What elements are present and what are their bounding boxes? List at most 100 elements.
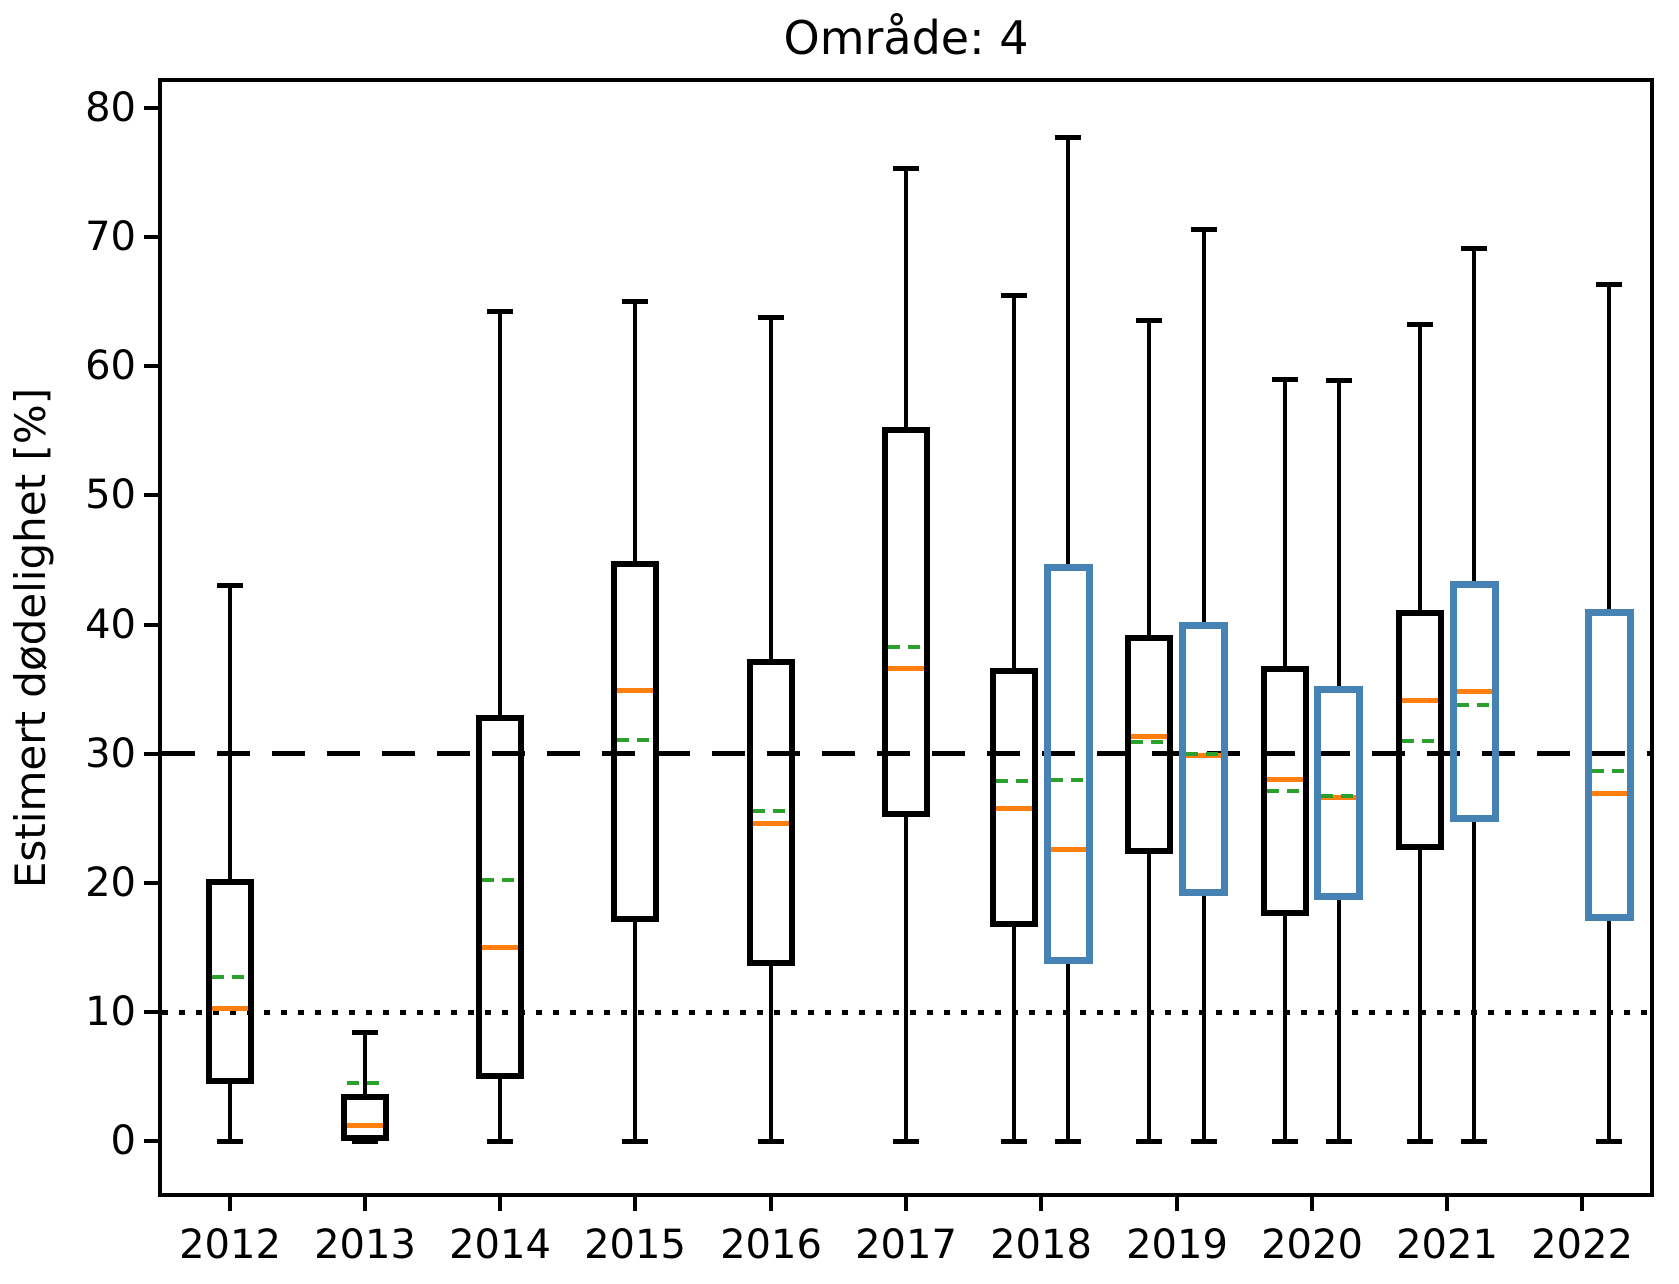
- boxplot-box-black-2013: [341, 1094, 389, 1141]
- boxplot-box-black-2014: [476, 715, 524, 1079]
- whisker-upper-black-2014: [498, 312, 502, 718]
- whisker-upper-blue-2019: [1202, 229, 1206, 626]
- whisker-cap-lower-black-2020: [1272, 1139, 1298, 1144]
- whisker-lower-black-2016: [769, 963, 773, 1141]
- whisker-upper-black-2021: [1418, 325, 1422, 613]
- x-tick-mark: [1039, 1197, 1043, 1211]
- whisker-lower-blue-2022: [1607, 918, 1611, 1141]
- mean-line-black-2014: [482, 878, 518, 882]
- whisker-cap-lower-blue-2022: [1596, 1139, 1622, 1144]
- x-tick-mark: [633, 1197, 637, 1211]
- y-tick-mark: [144, 623, 158, 627]
- mean-line-blue-2019: [1186, 752, 1221, 756]
- median-line-blue-2018: [1051, 847, 1086, 852]
- whisker-upper-blue-2022: [1607, 285, 1611, 613]
- x-tick-mark: [228, 1197, 232, 1211]
- x-tick-label: 2017: [855, 1222, 957, 1268]
- x-tick-mark: [1580, 1197, 1584, 1211]
- plot-area: [158, 78, 1654, 1197]
- whisker-cap-upper-black-2016: [758, 315, 784, 320]
- x-tick-mark: [1310, 1197, 1314, 1211]
- y-tick-label: 60: [85, 343, 136, 389]
- median-line-black-2020: [1267, 777, 1303, 782]
- whisker-upper-blue-2020: [1337, 380, 1341, 689]
- y-tick-label: 0: [110, 1118, 136, 1164]
- y-tick-mark: [144, 235, 158, 239]
- mean-line-black-2016: [753, 809, 789, 813]
- whisker-cap-upper-black-2017: [893, 166, 919, 171]
- whisker-upper-black-2018: [1012, 295, 1016, 671]
- median-line-black-2019: [1131, 734, 1167, 739]
- mean-line-black-2018: [996, 779, 1032, 783]
- whisker-cap-lower-blue-2019: [1191, 1139, 1217, 1144]
- median-line-black-2014: [482, 945, 518, 950]
- whisker-cap-upper-blue-2018: [1055, 135, 1081, 140]
- whisker-upper-blue-2018: [1066, 138, 1070, 568]
- median-line-black-2017: [888, 666, 924, 671]
- x-tick-label: 2012: [179, 1222, 281, 1268]
- mean-line-blue-2018: [1051, 778, 1086, 782]
- boxplot-box-black-2020: [1261, 666, 1309, 916]
- median-line-black-2016: [753, 821, 789, 826]
- x-tick-mark: [1175, 1197, 1179, 1211]
- y-tick-mark: [144, 106, 158, 110]
- y-tick-mark: [144, 752, 158, 756]
- x-tick-label: 2015: [584, 1222, 686, 1268]
- boxplot-box-black-2016: [747, 659, 795, 966]
- whisker-lower-black-2019: [1147, 851, 1151, 1142]
- whisker-upper-black-2017: [904, 169, 908, 430]
- whisker-cap-upper-black-2019: [1136, 318, 1162, 323]
- whisker-cap-lower-black-2016: [758, 1139, 784, 1144]
- whisker-cap-lower-blue-2020: [1326, 1139, 1352, 1144]
- whisker-cap-upper-black-2013: [352, 1030, 378, 1035]
- whisker-lower-black-2015: [633, 919, 637, 1141]
- mean-line-blue-2022: [1592, 769, 1627, 773]
- y-tick-label: 50: [85, 472, 136, 518]
- mean-line-black-2020: [1267, 789, 1303, 793]
- median-line-black-2013: [347, 1123, 383, 1128]
- y-tick-mark: [144, 881, 158, 885]
- mean-line-black-2012: [212, 975, 248, 979]
- y-tick-mark: [144, 364, 158, 368]
- x-tick-label: 2014: [449, 1222, 551, 1268]
- mean-line-blue-2021: [1457, 703, 1492, 707]
- whisker-lower-blue-2018: [1066, 960, 1070, 1141]
- whisker-upper-black-2020: [1283, 379, 1287, 668]
- x-tick-mark: [1445, 1197, 1449, 1211]
- whisker-cap-upper-black-2014: [487, 309, 513, 314]
- x-tick-label: 2018: [990, 1222, 1092, 1268]
- median-line-black-2012: [212, 1006, 248, 1011]
- x-tick-label: 2021: [1396, 1222, 1498, 1268]
- y-tick-label: 10: [85, 989, 136, 1035]
- whisker-lower-black-2021: [1418, 847, 1422, 1142]
- whisker-cap-lower-black-2012: [217, 1139, 243, 1144]
- mean-line-black-2021: [1402, 739, 1438, 743]
- mean-line-black-2013: [347, 1081, 383, 1085]
- whisker-cap-lower-black-2019: [1136, 1139, 1162, 1144]
- x-tick-mark: [769, 1197, 773, 1211]
- y-tick-label: 70: [85, 214, 136, 260]
- whisker-upper-blue-2021: [1472, 249, 1476, 585]
- whisker-cap-upper-black-2018: [1001, 293, 1027, 298]
- whisker-cap-lower-black-2014: [487, 1139, 513, 1144]
- x-tick-label: 2013: [314, 1222, 416, 1268]
- whisker-cap-upper-blue-2019: [1191, 227, 1217, 232]
- mean-line-black-2019: [1131, 740, 1167, 744]
- whisker-lower-blue-2019: [1202, 893, 1206, 1141]
- whisker-upper-black-2015: [633, 302, 637, 564]
- whisker-cap-lower-black-2017: [893, 1139, 919, 1144]
- whisker-lower-black-2018: [1012, 924, 1016, 1141]
- boxplot-box-blue-2018: [1044, 564, 1093, 964]
- x-tick-label: 2020: [1261, 1222, 1363, 1268]
- x-tick-mark: [904, 1197, 908, 1211]
- whisker-lower-blue-2021: [1472, 818, 1476, 1141]
- median-line-blue-2021: [1457, 689, 1492, 694]
- whisker-cap-upper-black-2020: [1272, 377, 1298, 382]
- boxplot-box-black-2021: [1396, 610, 1444, 850]
- boxplot-box-blue-2019: [1179, 622, 1228, 896]
- whisker-cap-lower-blue-2018: [1055, 1139, 1081, 1144]
- boxplot-box-blue-2020: [1314, 686, 1363, 900]
- y-tick-mark: [144, 1010, 158, 1014]
- boxplot-box-black-2018: [990, 668, 1038, 927]
